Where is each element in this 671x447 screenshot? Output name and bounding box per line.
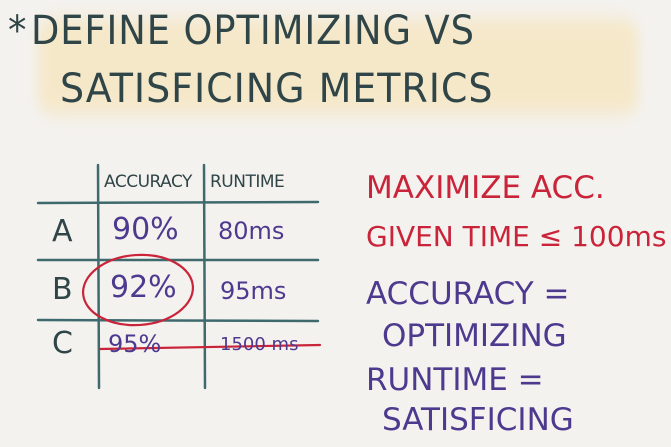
strike-through-line [98, 343, 322, 351]
row-c-accuracy: 95% [108, 330, 162, 358]
selection-circle [81, 253, 195, 327]
page-title-line2: SATISFICING METRICS [60, 66, 494, 112]
header-runtime: RUNTIME [210, 172, 285, 192]
row-b-accuracy: 92% [110, 270, 177, 305]
note-maximize-acc: MAXIMIZE ACC. [366, 170, 605, 206]
grid-line-horizontal-1 [36, 200, 320, 205]
grid-line-vertical-1 [96, 163, 101, 390]
row-label-b: B [52, 272, 73, 307]
title-text-line1: DEFINE OPTIMIZING VS [31, 8, 475, 54]
asterisk-icon: * [8, 8, 28, 54]
row-a-accuracy: 90% [112, 212, 179, 247]
row-label-c: C [52, 326, 73, 361]
note-given-time: GIVEN TIME ≤ 100ms [366, 220, 667, 253]
grid-line-horizontal-3 [36, 318, 320, 323]
row-label-a: A [52, 214, 73, 249]
note-optimizing: OPTIMIZING [382, 318, 567, 354]
grid-line-vertical-2 [202, 163, 207, 390]
header-accuracy: ACCURACY [104, 172, 192, 192]
row-c-runtime: 1500 ms [220, 334, 299, 355]
note-accuracy-eq: ACCURACY = [366, 276, 570, 312]
note-runtime-eq: RUNTIME = [366, 362, 544, 398]
note-satisficing: SATISFICING [382, 402, 574, 438]
page-title-line1: *DEFINE OPTIMIZING VS [8, 8, 475, 54]
row-a-runtime: 80ms [218, 217, 285, 245]
row-b-runtime: 95ms [220, 277, 287, 305]
title-highlight [38, 8, 638, 126]
